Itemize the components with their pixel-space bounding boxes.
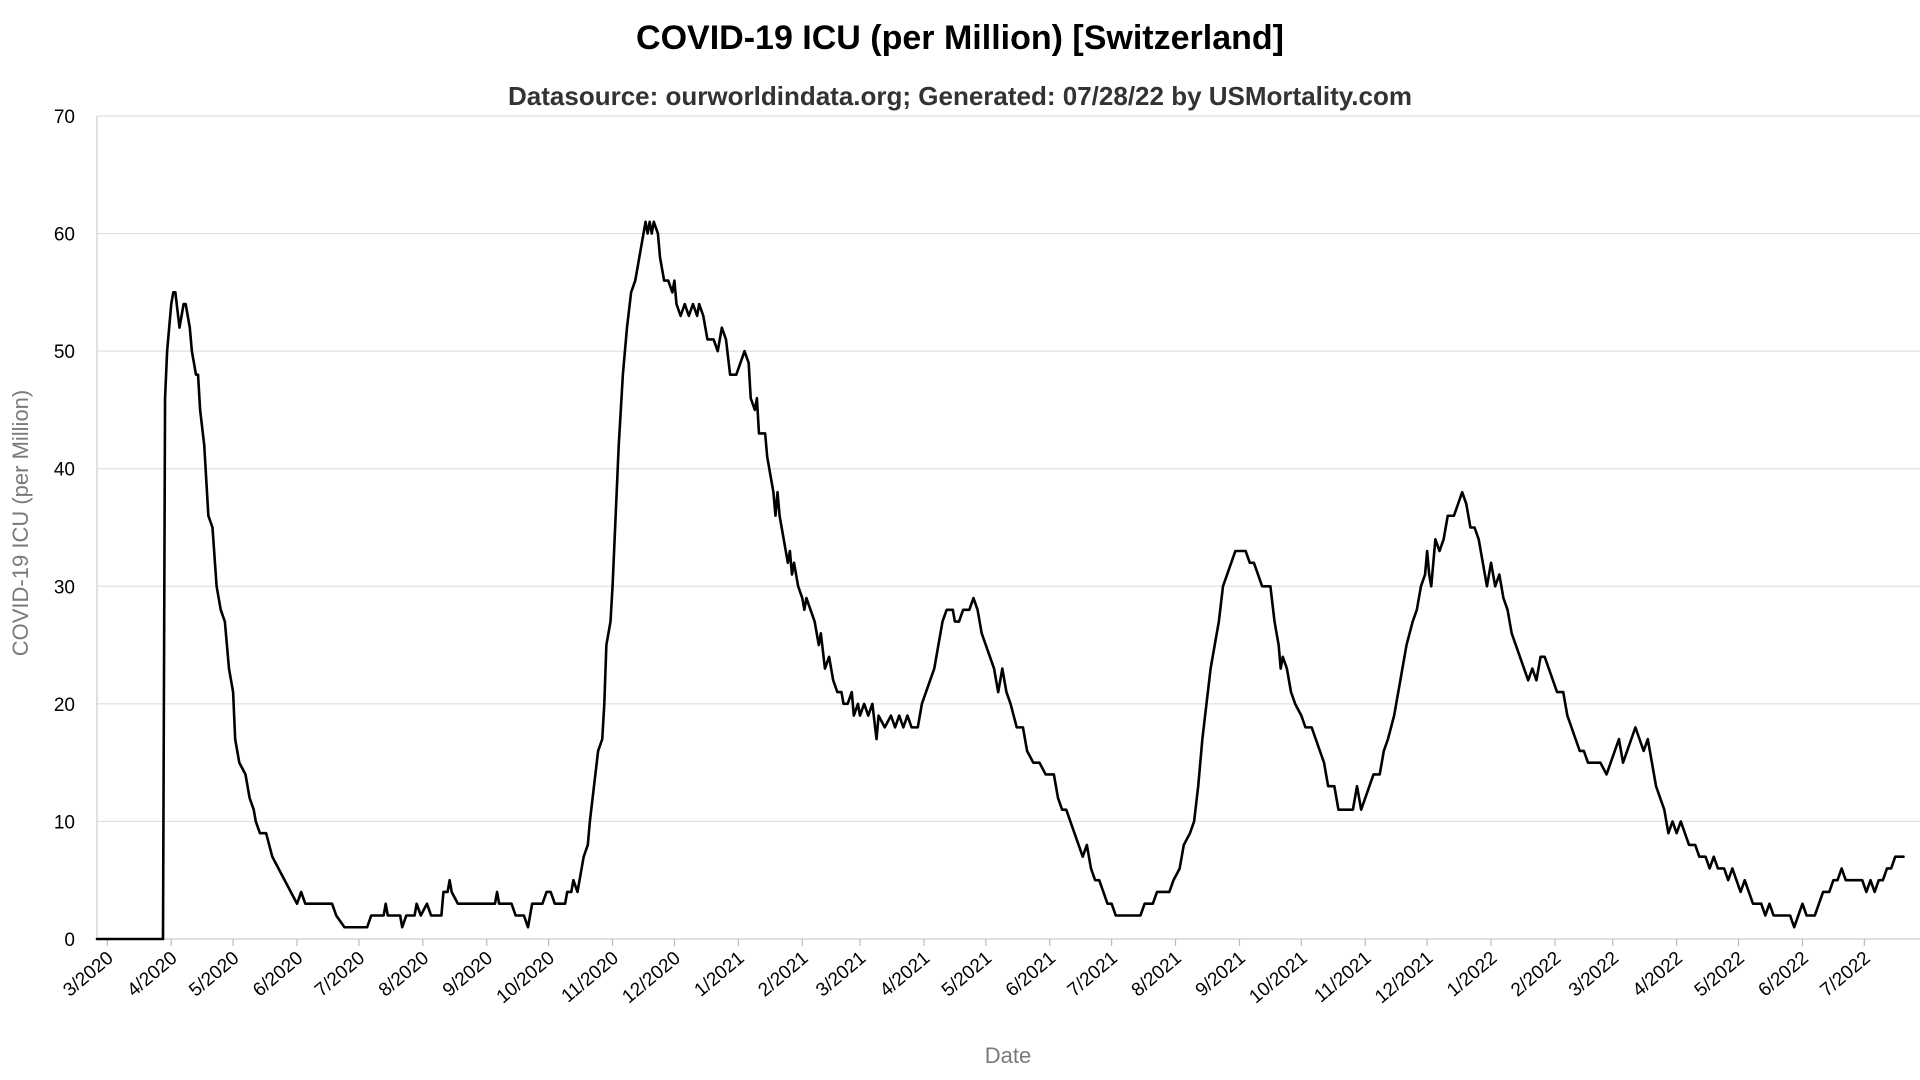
y-tick-label: 60 bbox=[54, 225, 75, 246]
x-tick-label: 3/2021 bbox=[812, 948, 870, 1001]
x-tick-label: 7/2021 bbox=[1064, 948, 1122, 1001]
x-tick-label: 4/2022 bbox=[1629, 948, 1687, 1001]
x-tick-label: 2/2022 bbox=[1507, 948, 1565, 1001]
y-tick-label: 20 bbox=[54, 695, 75, 716]
x-tick-label: 3/2022 bbox=[1565, 948, 1623, 1001]
x-tick-label: 9/2021 bbox=[1192, 948, 1250, 1001]
y-tick-label: 30 bbox=[54, 577, 75, 598]
x-tick-label: 7/2020 bbox=[311, 948, 369, 1001]
x-tick-label: 10/2020 bbox=[493, 948, 559, 1008]
x-tick-label: 1/2021 bbox=[691, 948, 749, 1001]
x-tick-label: 8/2021 bbox=[1128, 948, 1186, 1001]
x-tick-label: 4/2021 bbox=[876, 948, 934, 1001]
x-tick-label: 2/2021 bbox=[754, 948, 812, 1001]
x-tick-label: 7/2022 bbox=[1817, 948, 1875, 1001]
x-tick-label: 12/2021 bbox=[1371, 948, 1437, 1008]
x-tick-label: 3/2020 bbox=[60, 948, 118, 1001]
y-axis-ticks: 0 10 20 30 40 50 60 70 bbox=[54, 107, 75, 951]
chart-subtitle: Datasource: ourworldindata.org; Generate… bbox=[508, 81, 1412, 111]
x-tick-label: 1/2022 bbox=[1443, 948, 1501, 1001]
y-tick-label: 0 bbox=[64, 930, 75, 951]
x-tick-label: 11/2020 bbox=[558, 948, 623, 1007]
y-tick-label: 70 bbox=[54, 107, 75, 128]
y-tick-label: 10 bbox=[54, 812, 75, 833]
chart-title: COVID-19 ICU (per Million) [Switzerland] bbox=[636, 19, 1284, 57]
x-tick-label: 8/2020 bbox=[375, 948, 433, 1001]
x-tick-label: 5/2021 bbox=[938, 948, 996, 1001]
series-layer bbox=[95, 220, 1905, 941]
x-tick-label: 11/2021 bbox=[1310, 948, 1375, 1007]
x-axis-title: Date bbox=[985, 1043, 1031, 1068]
x-tick-label: 5/2022 bbox=[1691, 948, 1749, 1001]
x-tick-label: 6/2020 bbox=[249, 948, 307, 1001]
x-tick-label: 9/2020 bbox=[439, 948, 497, 1001]
y-tick-label: 40 bbox=[54, 460, 75, 481]
x-tick-label: 4/2020 bbox=[123, 948, 181, 1001]
x-axis-ticks: 3/2020 4/2020 5/2020 6/2020 7/2020 8/2020 9/20… bbox=[60, 939, 1875, 1008]
x-tick-label: 6/2022 bbox=[1755, 948, 1813, 1001]
axes bbox=[96, 116, 1920, 940]
icu-series-line bbox=[95, 220, 1905, 941]
y-tick-label: 50 bbox=[54, 342, 75, 363]
grid-lines bbox=[97, 115, 1920, 823]
x-tick-label: 10/2021 bbox=[1245, 948, 1311, 1008]
y-axis-title: COVID-19 ICU (per Million) bbox=[8, 390, 33, 657]
x-tick-label: 6/2021 bbox=[1002, 948, 1060, 1001]
x-tick-label: 5/2020 bbox=[185, 948, 243, 1001]
x-tick-label: 12/2020 bbox=[619, 948, 685, 1008]
